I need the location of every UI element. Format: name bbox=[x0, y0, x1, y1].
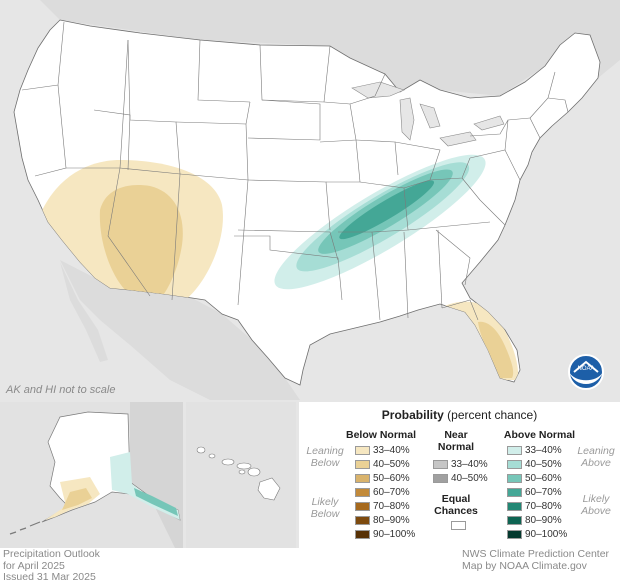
legend-above-row: 40–50% bbox=[507, 459, 562, 470]
hawaii-inset-map bbox=[186, 402, 296, 548]
below-40-50-florida bbox=[478, 321, 514, 378]
legend-above-row: 90–100% bbox=[507, 529, 567, 540]
legend-below-row: 33–40% bbox=[355, 445, 410, 456]
state-borders bbox=[21, 21, 569, 321]
legend-below-row: 50–60% bbox=[355, 473, 410, 484]
legend-swatch bbox=[355, 446, 370, 455]
legend-swatch bbox=[433, 460, 448, 469]
above-normal-header: Above Normal bbox=[503, 429, 576, 441]
footer: Precipitation Outlook for April 2025 Iss… bbox=[0, 548, 620, 585]
noaa-logo: NOAA bbox=[568, 354, 604, 390]
legend-swatch bbox=[507, 516, 522, 525]
legend-near-row: 40–50% bbox=[433, 473, 488, 484]
alaska-inset-map bbox=[0, 402, 183, 548]
legend-swatch bbox=[507, 488, 522, 497]
probability-legend: Probability (percent chance) Below Norma… bbox=[299, 402, 620, 548]
legend-below-row: 40–50% bbox=[355, 459, 410, 470]
legend-swatch bbox=[507, 460, 522, 469]
alaska-above-40-50 bbox=[134, 488, 178, 516]
legend-above-row: 50–60% bbox=[507, 473, 562, 484]
probability-shading bbox=[40, 154, 519, 380]
leaning-below-label: Leaning Below bbox=[306, 445, 344, 469]
likely-below-label: Likely Below bbox=[310, 496, 340, 520]
legend-above-row: 33–40% bbox=[507, 445, 562, 456]
below-40-50-southwest bbox=[99, 185, 183, 298]
svg-text:NOAA: NOAA bbox=[577, 366, 594, 372]
legend-swatch bbox=[507, 446, 522, 455]
great-lakes bbox=[351, 81, 505, 147]
legend-swatch bbox=[355, 530, 370, 539]
legend-above-row: 80–90% bbox=[507, 515, 562, 526]
aleutian-islands bbox=[9, 521, 41, 535]
legend-swatch bbox=[507, 530, 522, 539]
legend-below-row: 80–90% bbox=[355, 515, 410, 526]
canada-land bbox=[0, 0, 620, 96]
legend-near-row: 33–40% bbox=[433, 459, 488, 470]
near-normal-header: Near Normal bbox=[437, 429, 475, 453]
scale-note: AK and HI not to scale bbox=[6, 384, 116, 396]
legend-swatch bbox=[433, 474, 448, 483]
legend-below-row: 70–80% bbox=[355, 501, 410, 512]
legend-above-row: 60–70% bbox=[507, 487, 562, 498]
credit-info: NWS Climate Prediction Center Map by NOA… bbox=[462, 548, 610, 572]
legend-swatch bbox=[355, 474, 370, 483]
below-normal-header: Below Normal bbox=[345, 429, 416, 441]
conus-landmass bbox=[13, 19, 601, 386]
conus-outlook-map: NOAA bbox=[0, 0, 620, 400]
equal-chances-swatch bbox=[451, 521, 466, 530]
legend-swatch bbox=[507, 502, 522, 511]
legend-title: Probability (percent chance) bbox=[381, 408, 538, 422]
leaning-above-label: Leaning Above bbox=[577, 445, 615, 469]
mexico-land bbox=[60, 260, 300, 400]
legend-swatch bbox=[507, 474, 522, 483]
legend-swatch bbox=[355, 516, 370, 525]
baja-peninsula bbox=[60, 262, 108, 362]
alaska-below-40-50 bbox=[62, 488, 92, 510]
canada-yukon-land bbox=[130, 402, 183, 548]
equal-chances-label: Equal Chances bbox=[434, 493, 478, 517]
legend-swatch bbox=[355, 502, 370, 511]
legend-below-row: 60–70% bbox=[355, 487, 410, 498]
legend-swatch bbox=[355, 488, 370, 497]
above-60-70-valley bbox=[339, 180, 435, 240]
legend-below-row: 90–100% bbox=[355, 529, 415, 540]
likely-above-label: Likely Above bbox=[581, 493, 611, 517]
alaska-above-33-40 bbox=[110, 452, 180, 520]
legend-swatch bbox=[355, 460, 370, 469]
outlook-info: Precipitation Outlook for April 2025 Iss… bbox=[3, 548, 100, 583]
legend-above-row: 70–80% bbox=[507, 501, 562, 512]
hawaii-islands bbox=[196, 446, 281, 501]
